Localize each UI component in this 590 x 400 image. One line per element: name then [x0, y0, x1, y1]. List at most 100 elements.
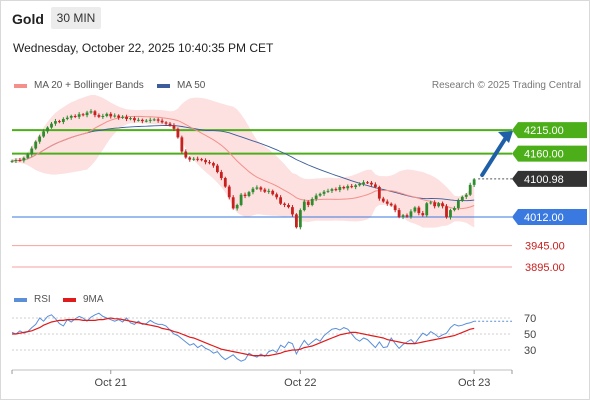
candle: [251, 188, 255, 193]
candle: [255, 187, 259, 189]
candle: [117, 115, 121, 118]
candle: [445, 206, 448, 218]
candle: [164, 122, 168, 124]
candle: [113, 115, 117, 117]
candle: [358, 184, 361, 186]
candle: [291, 207, 294, 215]
candle: [61, 118, 65, 122]
candle: [295, 214, 298, 228]
candle: [472, 179, 476, 185]
candle: [208, 162, 211, 164]
candle: [464, 194, 468, 197]
candle: [97, 115, 101, 117]
level-tag-4012.00: [512, 208, 587, 225]
candle: [409, 211, 413, 217]
candle: [417, 207, 421, 214]
candle: [85, 112, 89, 116]
candle: [389, 203, 393, 206]
candle: [449, 210, 452, 218]
candle: [50, 123, 53, 128]
candle: [354, 185, 358, 188]
legend-rsi: RSI: [14, 294, 51, 305]
rsi9-line: [12, 317, 475, 357]
candle: [306, 201, 310, 205]
candle: [366, 182, 369, 184]
candle: [156, 119, 160, 121]
candle: [73, 115, 77, 117]
candle: [152, 119, 156, 121]
candle: [42, 131, 45, 137]
candle: [176, 128, 180, 138]
candle: [456, 200, 460, 208]
level-label-4160.00: 4160.00: [524, 149, 564, 161]
candle: [243, 194, 247, 196]
legend-ma50-label: MA 50: [177, 80, 206, 91]
candles-group: [10, 109, 476, 230]
x-tick-label: Oct 22: [284, 377, 316, 389]
timeframe-button[interactable]: 30 MIN: [51, 7, 101, 29]
candle: [413, 207, 417, 212]
candle: [338, 187, 342, 190]
candle: [144, 120, 148, 122]
candle: [212, 163, 215, 166]
level-label-4100.98: 4100.98: [524, 174, 564, 186]
candle: [314, 195, 318, 199]
candle: [381, 198, 385, 202]
level-tag-4215.00: [512, 122, 587, 139]
candle: [287, 204, 290, 208]
candle: [279, 197, 282, 204]
candle: [10, 160, 14, 162]
ma50-swatch: [157, 83, 170, 88]
candle: [239, 194, 243, 205]
candle: [219, 172, 223, 179]
rsi-swatch: [14, 297, 27, 302]
candle: [362, 182, 365, 185]
candle: [326, 190, 330, 192]
candle: [184, 151, 188, 158]
candle: [18, 160, 22, 162]
candle: [310, 198, 314, 205]
candle: [433, 202, 437, 207]
level-label-3945.00: 3945.00: [525, 241, 565, 253]
candle: [223, 178, 227, 187]
legend-rsi9: 9MA: [63, 294, 104, 305]
candle: [405, 215, 409, 217]
bollinger-band: [12, 95, 475, 228]
level-label-3895.00: 3895.00: [525, 262, 565, 274]
candle: [137, 119, 140, 121]
candle: [397, 210, 401, 217]
candle: [216, 165, 219, 173]
candle: [283, 203, 286, 205]
candle: [133, 118, 136, 121]
candle: [172, 125, 176, 129]
rsi-tick-50: 50: [524, 329, 536, 341]
candle: [14, 160, 18, 162]
copyright-text: Research © 2025 Trading Central: [431, 80, 581, 91]
level-tag-4100.98: [512, 170, 587, 187]
candle: [168, 123, 172, 126]
candle: [318, 193, 322, 196]
candle: [140, 119, 144, 122]
legend-ma50: MA 50: [157, 80, 205, 91]
candle: [377, 187, 381, 199]
candle: [247, 192, 251, 196]
candle: [267, 190, 271, 192]
ma20-line: [11, 115, 475, 210]
legend-rsi-label: RSI: [34, 294, 51, 305]
candle: [425, 203, 429, 216]
forecast-arrow-shaft: [480, 133, 509, 178]
candle: [350, 186, 354, 188]
candle: [227, 186, 231, 198]
legend-rsi9-label: 9MA: [83, 294, 104, 305]
candle: [121, 116, 124, 118]
candle: [125, 116, 128, 119]
candle: [275, 194, 279, 198]
level-label-4012.00: 4012.00: [524, 212, 564, 224]
x-tick-label: Oct 23: [458, 377, 490, 389]
legend-ma20-label: MA 20 + Bollinger Bands: [34, 80, 144, 91]
candle: [180, 137, 184, 152]
candle: [58, 121, 61, 123]
candle: [65, 117, 69, 119]
rsi-line: [11, 312, 475, 362]
